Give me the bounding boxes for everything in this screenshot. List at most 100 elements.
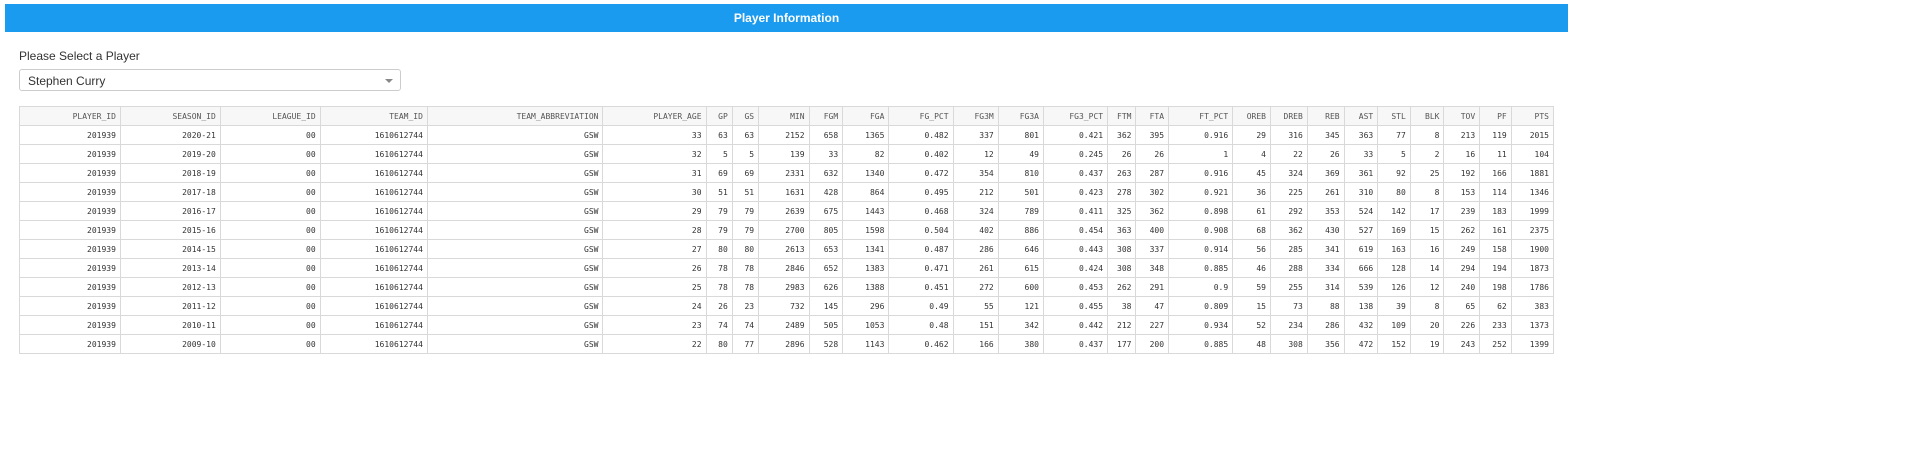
- column-header-fg3m[interactable]: FG3M: [952, 106, 999, 126]
- table-cell: 25: [1409, 163, 1445, 183]
- column-header-team-id[interactable]: TEAM_ID: [319, 106, 428, 126]
- table-cell: 356: [1306, 334, 1345, 354]
- player-select-dropdown[interactable]: Stephen Curry: [19, 69, 401, 91]
- table-cell: 119: [1479, 125, 1512, 145]
- column-header-ft-pct[interactable]: FT_PCT: [1168, 106, 1234, 126]
- table-cell: 1: [1168, 144, 1234, 164]
- table-cell: 1786: [1510, 277, 1555, 297]
- table-cell: 00: [219, 163, 321, 183]
- column-header-dreb[interactable]: DREB: [1270, 106, 1308, 126]
- column-header-season-id[interactable]: SEASON_ID: [119, 106, 221, 126]
- table-cell: 15: [1409, 220, 1445, 240]
- column-header-tov[interactable]: TOV: [1443, 106, 1481, 126]
- table-cell: 1631: [758, 182, 810, 202]
- table-cell: 0.462: [888, 334, 954, 354]
- table-body: 201939 2020-21 00 1610612744 GSW 33 63 63 2152 65…: [19, 125, 1555, 354]
- table-cell: 0.453: [1042, 277, 1109, 297]
- column-header-fg-pct[interactable]: FG_PCT: [888, 106, 954, 126]
- table-cell: 428: [808, 182, 844, 202]
- column-header-fgm[interactable]: FGM: [808, 106, 844, 126]
- table-cell: 1341: [842, 239, 890, 259]
- table-row: 201939 2009-10 00 1610612744 GSW 22 80 77 2896 52…: [19, 334, 1555, 354]
- table-cell: 1610612744: [319, 125, 428, 145]
- column-header-gp[interactable]: GP: [705, 106, 733, 126]
- table-cell: 864: [842, 182, 890, 202]
- table-cell: 201939: [19, 144, 121, 164]
- column-header-player-id[interactable]: PLAYER_ID: [19, 106, 121, 126]
- column-header-ftm[interactable]: FTM: [1107, 106, 1137, 126]
- table-cell: 51: [731, 182, 760, 202]
- table-cell: 79: [731, 220, 760, 240]
- table-cell: 402: [952, 220, 999, 240]
- column-header-min[interactable]: MIN: [758, 106, 810, 126]
- table-cell: 1373: [1510, 315, 1555, 335]
- table-cell: 234: [1270, 315, 1308, 335]
- column-header-ast[interactable]: AST: [1343, 106, 1379, 126]
- column-header-fg3a[interactable]: FG3A: [997, 106, 1044, 126]
- table-cell: 55: [952, 296, 999, 316]
- table-cell: 69: [705, 163, 733, 183]
- table-cell: 11: [1479, 144, 1512, 164]
- table-cell: 227: [1135, 315, 1170, 335]
- table-cell: 314: [1306, 277, 1345, 297]
- table-cell: 0.487: [888, 239, 954, 259]
- table-row: 201939 2011-12 00 1610612744 GSW 24 26 23 732 145…: [19, 296, 1555, 316]
- table-cell: 348: [1135, 258, 1170, 278]
- table-cell: 26: [602, 258, 707, 278]
- table-cell: 324: [1270, 163, 1308, 183]
- table-cell: 362: [1107, 125, 1137, 145]
- table-cell: 653: [808, 239, 844, 259]
- column-header-pf[interactable]: PF: [1479, 106, 1512, 126]
- column-header-player-age[interactable]: PLAYER_AGE: [602, 106, 707, 126]
- table-cell: 33: [808, 144, 844, 164]
- table-cell: 1610612744: [319, 220, 428, 240]
- column-header-fg3-pct[interactable]: FG3_PCT: [1042, 106, 1109, 126]
- table-cell: 73: [1270, 296, 1308, 316]
- table-cell: 369: [1306, 163, 1345, 183]
- table-cell: 12: [1409, 277, 1445, 297]
- table-cell: 166: [952, 334, 999, 354]
- column-header-stl[interactable]: STL: [1377, 106, 1411, 126]
- table-cell: GSW: [426, 144, 604, 164]
- table-cell: 288: [1270, 258, 1308, 278]
- table-cell: 380: [997, 334, 1044, 354]
- player-select-label: Please Select a Player: [19, 49, 140, 63]
- column-header-team-abbreviation[interactable]: TEAM_ABBREVIATION: [426, 106, 604, 126]
- table-cell: 121: [997, 296, 1044, 316]
- table-row: 201939 2020-21 00 1610612744 GSW 33 63 63 2152 65…: [19, 125, 1555, 145]
- table-cell: 789: [997, 201, 1044, 221]
- table-cell: 194: [1479, 258, 1512, 278]
- table-cell: 334: [1306, 258, 1345, 278]
- table-cell: 22: [1270, 144, 1308, 164]
- table-cell: 177: [1107, 334, 1137, 354]
- table-cell: 201939: [19, 201, 121, 221]
- column-header-reb[interactable]: REB: [1306, 106, 1345, 126]
- table-cell: 201939: [19, 334, 121, 354]
- column-header-oreb[interactable]: OREB: [1232, 106, 1271, 126]
- table-cell: 1610612744: [319, 201, 428, 221]
- table-cell: 261: [1306, 182, 1345, 202]
- table-cell: GSW: [426, 182, 604, 202]
- table-cell: 142: [1377, 201, 1411, 221]
- column-header-gs[interactable]: GS: [731, 106, 760, 126]
- table-cell: 2331: [758, 163, 810, 183]
- table-cell: 30: [602, 182, 707, 202]
- table-cell: 23: [731, 296, 760, 316]
- column-header-pts[interactable]: PTS: [1510, 106, 1555, 126]
- table-cell: 362: [1135, 201, 1170, 221]
- column-header-fga[interactable]: FGA: [842, 106, 890, 126]
- table-cell: 1881: [1510, 163, 1555, 183]
- column-header-league-id[interactable]: LEAGUE_ID: [219, 106, 321, 126]
- table-cell: 79: [731, 201, 760, 221]
- table-cell: 62: [1479, 296, 1512, 316]
- column-header-blk[interactable]: BLK: [1409, 106, 1445, 126]
- table-cell: 354: [952, 163, 999, 183]
- table-cell: 1346: [1510, 182, 1555, 202]
- chevron-down-icon[interactable]: [385, 79, 393, 83]
- table-cell: 2639: [758, 201, 810, 221]
- table-cell: 161: [1479, 220, 1512, 240]
- table-cell: 114: [1479, 182, 1512, 202]
- table-cell: 52: [1232, 315, 1271, 335]
- table-cell: 92: [1377, 163, 1411, 183]
- column-header-fta[interactable]: FTA: [1135, 106, 1170, 126]
